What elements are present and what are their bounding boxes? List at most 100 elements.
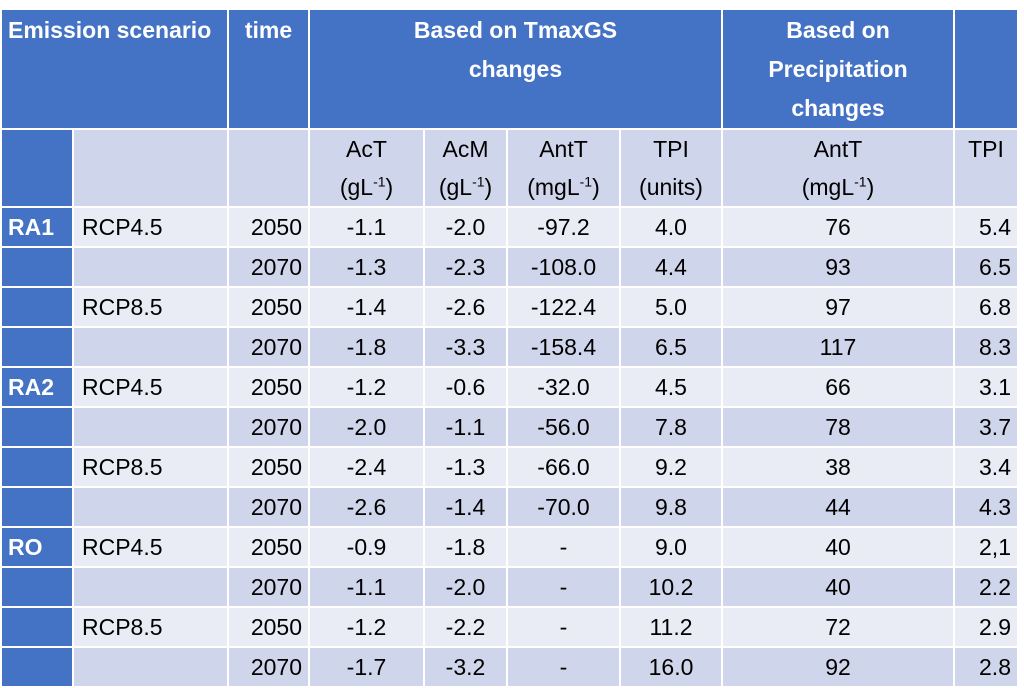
antt-label: AntT <box>539 136 588 162</box>
tpi-precip-cell: 8.3 <box>953 326 1019 368</box>
act-label: AcT <box>346 136 387 162</box>
act-cell: -1.2 <box>308 606 425 648</box>
rcp-cell <box>72 246 229 288</box>
time-cell: 2050 <box>227 206 310 248</box>
table-row: RCP8.5 2050 -1.2 -2.2-11.2 72 2.9 <box>0 606 1019 648</box>
acm-cell: -3.3 <box>423 326 508 368</box>
tpi-cell: 9.8 <box>619 486 723 528</box>
table-row: 2070 -2.6 -1.4 -70.0 9.8 44 4.3 <box>0 486 1019 528</box>
antt-precip-cell: 97 <box>721 286 955 328</box>
group-cell <box>0 486 74 528</box>
subheader-tpi: TPI (units) <box>619 128 723 208</box>
subheader-act: AcT (gL-1) <box>308 128 425 208</box>
antt-cell: - <box>506 646 621 688</box>
tpi-cell: 10.2 <box>619 566 723 608</box>
act-close: ) <box>385 174 394 200</box>
tpi-cell: 4.0 <box>619 206 723 248</box>
tpi-cell: 16.0 <box>619 646 723 688</box>
rcp-cell: RCP4.5 <box>72 366 229 408</box>
header-precipitation: Based on Precipitation changes <box>721 8 955 130</box>
tpi-label: TPI <box>653 136 689 162</box>
tpi-cell: 11.2 <box>619 606 723 648</box>
antt2-unit: (mgL <box>801 174 855 200</box>
group-cell <box>0 606 74 648</box>
act-cell: -2.4 <box>308 446 425 488</box>
table-row: RA2 RCP4.5 2050 -1.2 -0.6 -32.0 4.5 66 3.1 <box>0 366 1019 408</box>
antt-exp: -1 <box>579 173 593 190</box>
group-cell <box>0 246 74 288</box>
table-row: RCP8.5 2050 -1.4 -2.6 -122.4 5.0 97 6.8 <box>0 286 1019 328</box>
act-cell: -0.9 <box>308 526 425 568</box>
antt-cell: -158.4 <box>506 326 621 368</box>
antt-precip-cell: 66 <box>721 366 955 408</box>
emission-scenario-table: Emission scenario time Based on TmaxGS c… <box>0 8 1019 688</box>
tpi-precip-cell: 3.7 <box>953 406 1019 448</box>
act-unit: (gL <box>339 174 374 200</box>
group-cell <box>0 446 74 488</box>
antt-cell: - <box>506 606 621 648</box>
header-row: Emission scenario time Based on TmaxGS c… <box>0 8 1019 130</box>
time-cell: 2070 <box>227 326 310 368</box>
subheader-acm: AcM (gL-1) <box>423 128 508 208</box>
group-cell <box>0 566 74 608</box>
act-exp: -1 <box>373 173 386 190</box>
tpi-precip-cell: 3.4 <box>953 446 1019 488</box>
table-row: RO RCP4.5 2050 -0.9 -1.8-9.0 40 2,1 <box>0 526 1019 568</box>
rcp-cell: RCP4.5 <box>72 526 229 568</box>
acm-cell: -2.0 <box>423 566 508 608</box>
antt-cell: - <box>506 566 621 608</box>
rcp-cell <box>72 326 229 368</box>
data-table-container: Emission scenario time Based on TmaxGS c… <box>0 8 1019 688</box>
acm-cell: -3.2 <box>423 646 508 688</box>
table-row: 2070 -2.0 -1.1 -56.0 7.8 78 3.7 <box>0 406 1019 448</box>
rcp-cell: RCP4.5 <box>72 206 229 248</box>
group-cell: RA2 <box>0 366 74 408</box>
time-cell: 2070 <box>227 646 310 688</box>
antt-close: ) <box>592 174 600 200</box>
acm-unit: (gL <box>438 174 473 200</box>
table-row: 2070 -1.1 -2.0-10.2 40 2.2 <box>0 566 1019 608</box>
tpi-cell: 7.8 <box>619 406 723 448</box>
antt-precip-cell: 44 <box>721 486 955 528</box>
acm-cell: -1.8 <box>423 526 508 568</box>
acm-label: AcM <box>442 136 489 162</box>
tpi-cell: 5.0 <box>619 286 723 328</box>
act-cell: -1.1 <box>308 206 425 248</box>
group-cell <box>0 326 74 368</box>
subheader-antt: AntT (mgL-1) <box>506 128 621 208</box>
antt-precip-cell: 92 <box>721 646 955 688</box>
antt2-label: AntT <box>813 136 863 162</box>
act-cell: -2.0 <box>308 406 425 448</box>
rcp-cell: RCP8.5 <box>72 286 229 328</box>
table-row: RA1 RCP4.5 2050 -1.1 -2.0 -97.2 4.0 76 5.4 <box>0 206 1019 248</box>
table-row: RCP8.5 2050 -2.4 -1.3 -66.0 9.2 38 3.4 <box>0 446 1019 488</box>
acm-cell: -2.3 <box>423 246 508 288</box>
subheader-antt-precip: AntT (mgL-1) <box>721 128 955 208</box>
time-cell: 2070 <box>227 406 310 448</box>
tpi-precip-cell: 4.3 <box>953 486 1019 528</box>
tpi-precip-cell: 3.1 <box>953 366 1019 408</box>
act-cell: -1.4 <box>308 286 425 328</box>
rcp-cell <box>72 406 229 448</box>
acm-cell: -2.6 <box>423 286 508 328</box>
acm-cell: -1.4 <box>423 486 508 528</box>
antt-cell: -32.0 <box>506 366 621 408</box>
antt-precip-cell: 40 <box>721 566 955 608</box>
act-cell: -1.2 <box>308 366 425 408</box>
antt-precip-cell: 78 <box>721 406 955 448</box>
antt2-close: ) <box>866 174 875 200</box>
acm-cell: -2.2 <box>423 606 508 648</box>
header-time: time <box>227 8 310 130</box>
header-tmaxgs-text: Based on TmaxGS changes <box>413 17 618 82</box>
antt-cell: -108.0 <box>506 246 621 288</box>
group-cell <box>0 406 74 448</box>
antt-cell: -97.2 <box>506 206 621 248</box>
header-tmaxgs: Based on TmaxGS changes <box>308 8 723 130</box>
table-row: 2070 -1.8 -3.3 -158.4 6.5 117 8.3 <box>0 326 1019 368</box>
tpi-unit: (units) <box>639 174 703 200</box>
group-cell <box>0 286 74 328</box>
time-cell: 2050 <box>227 446 310 488</box>
tpi-cell: 9.2 <box>619 446 723 488</box>
tpi-precip-cell: 2.8 <box>953 646 1019 688</box>
tpi-cell: 4.4 <box>619 246 723 288</box>
